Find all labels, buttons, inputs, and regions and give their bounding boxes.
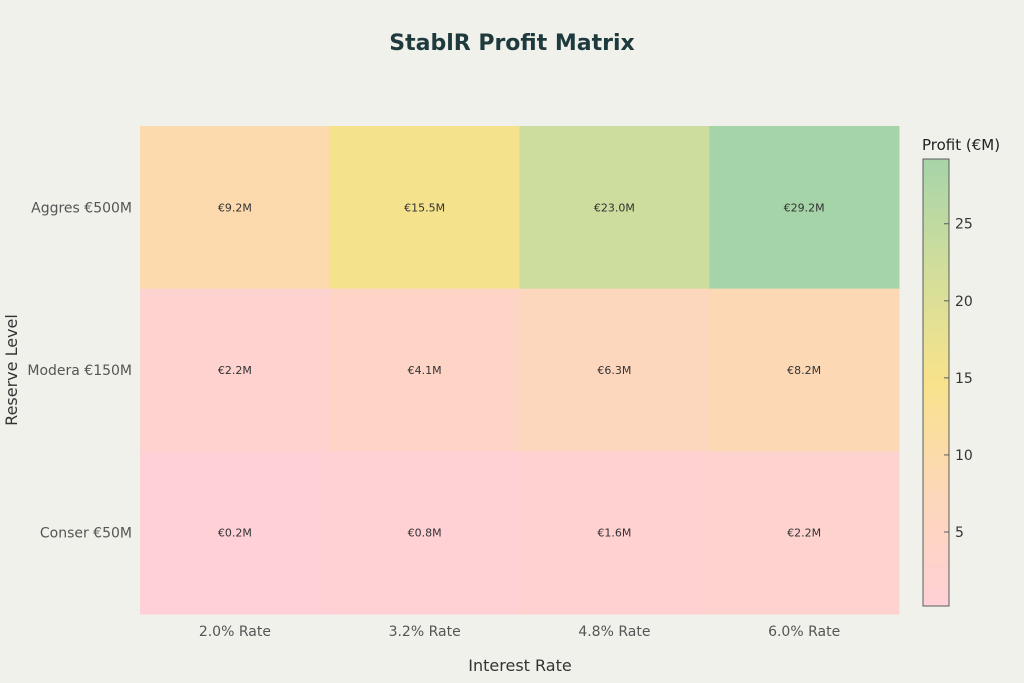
- x-tick-label: 2.0% Rate: [199, 624, 271, 640]
- heatmap-cell: [329, 126, 520, 290]
- colorbar: Profit (€M) 5 10 15 20 25: [922, 136, 1000, 607]
- y-axis-ticks: Aggres €500M Modera €150M Conser €50M: [27, 200, 132, 541]
- heatmap-cell: [140, 126, 331, 290]
- heatmap-cell: [519, 126, 710, 290]
- cell-value-label: €29.2M: [784, 201, 825, 214]
- cell-value-label: €0.8M: [408, 527, 442, 540]
- cell-value-label: €8.2M: [787, 364, 821, 377]
- cell-value-label: €23.0M: [594, 201, 635, 214]
- heatmap-cell: [519, 451, 710, 615]
- x-tick-label: 6.0% Rate: [768, 624, 840, 640]
- y-tick-label: Conser €50M: [40, 526, 132, 542]
- heatmap-cell: [709, 451, 900, 615]
- x-tick-label: 3.2% Rate: [389, 624, 461, 640]
- cell-value-label: €4.1M: [408, 364, 442, 377]
- colorbar-tick-label: 25: [955, 217, 973, 233]
- chart-title: StablR Profit Matrix: [389, 31, 635, 56]
- x-axis-ticks: 2.0% Rate 3.2% Rate 4.8% Rate 6.0% Rate: [199, 624, 840, 640]
- colorbar-gradient: [922, 158, 950, 607]
- colorbar-tick-label: 20: [955, 294, 973, 310]
- heatmap-cell: [329, 451, 520, 615]
- colorbar-title: Profit (€M): [922, 136, 1000, 154]
- heatmap-cell: [519, 288, 710, 452]
- colorbar-tick-label: 10: [955, 448, 973, 464]
- heatmap-cell: [709, 126, 900, 290]
- cell-value-label: €9.2M: [218, 201, 252, 214]
- colorbar-tick-label: 15: [955, 371, 973, 387]
- y-axis-title: Reserve Level: [2, 314, 21, 426]
- x-tick-label: 4.8% Rate: [578, 624, 650, 640]
- colorbar-tick-label: 5: [955, 525, 964, 541]
- cell-value-label: €15.5M: [404, 201, 445, 214]
- heatmap-cell: [329, 288, 520, 452]
- heatmap-cell: [140, 288, 331, 452]
- y-tick-label: Aggres €500M: [31, 200, 132, 216]
- colorbar-ticks: 5 10 15 20 25: [944, 217, 973, 541]
- cell-value-label: €2.2M: [218, 364, 252, 377]
- cell-value-label: €6.3M: [597, 364, 631, 377]
- heatmap-cell: [709, 288, 900, 452]
- cell-value-label: €2.2M: [787, 527, 821, 540]
- y-tick-label: Modera €150M: [27, 363, 132, 379]
- heatmap-cell-labels: €9.2M €15.5M €23.0M €29.2M €2.2M €4.1M €6.3M €8…: [218, 201, 825, 539]
- heatmap-cell: [140, 451, 331, 615]
- cell-value-label: €0.2M: [218, 527, 252, 540]
- heatmap-cells: [140, 126, 900, 615]
- x-axis-title: Interest Rate: [468, 656, 571, 675]
- cell-value-label: €1.6M: [597, 527, 631, 540]
